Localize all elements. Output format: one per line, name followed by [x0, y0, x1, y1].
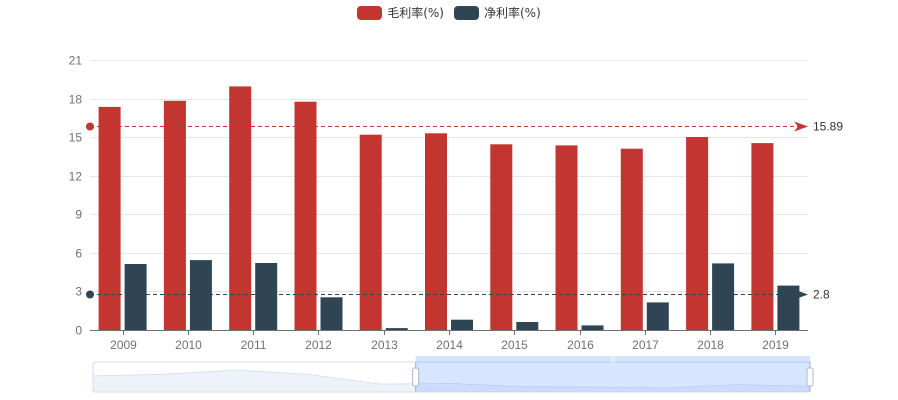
markline-value-label: 2.8 [813, 288, 830, 302]
x-axis: 2009 2010 2011 2012 2013 2014 2015 2016 2017 2018… [90, 330, 808, 352]
average-mark-lines: 15.89 2.8 [86, 120, 843, 302]
bar-net-margin[interactable] [255, 263, 278, 330]
bar-gross-margin[interactable] [229, 86, 252, 331]
markline-arrow-icon [794, 121, 808, 132]
y-tick-label: 21 [69, 54, 83, 68]
markline-start-dot [86, 290, 94, 299]
x-tick-label: 2009 [110, 338, 137, 352]
markline-start-dot [86, 122, 94, 131]
y-tick-label: 0 [75, 324, 82, 338]
y-tick-label: 3 [75, 285, 82, 299]
bar-gross-margin[interactable] [294, 101, 317, 330]
bar-net-margin[interactable] [124, 264, 147, 330]
data-zoom-slider[interactable]: ||| [92, 356, 814, 393]
x-tick-label: 2014 [436, 338, 463, 352]
legend-swatch-gross-margin [357, 5, 383, 20]
x-tick-label: 2016 [567, 338, 594, 352]
y-axis-labels: 0 3 6 9 12 15 18 21 [69, 54, 83, 338]
y-tick-label: 6 [75, 247, 82, 261]
bar-gross-margin[interactable] [359, 134, 382, 330]
markline-arrow-icon [794, 289, 808, 300]
markline-value-label: 15.89 [813, 120, 843, 134]
slider-grip-icon: ||| [610, 357, 615, 363]
bar-gross-margin[interactable] [555, 145, 578, 330]
average-line-net-margin: 2.8 [86, 288, 830, 302]
x-tick-label: 2012 [305, 338, 332, 352]
bar-net-margin[interactable] [385, 328, 408, 330]
slider-handle-start[interactable] [412, 367, 420, 387]
legend-label-gross-margin: 毛利率(%) [387, 6, 444, 20]
bar-net-margin[interactable] [189, 260, 212, 330]
slider-move-bar[interactable] [415, 356, 810, 362]
bar-gross-margin[interactable] [98, 106, 121, 331]
bar-net-margin[interactable] [581, 325, 604, 330]
bar-net-margin[interactable] [451, 319, 473, 330]
bar-gross-margin[interactable] [490, 144, 513, 330]
x-tick-label: 2011 [241, 338, 267, 352]
slider-handle-end[interactable] [806, 367, 814, 387]
slider-preview-area [92, 369, 811, 393]
x-tick-label: 2010 [175, 338, 202, 352]
bar-net-margin[interactable] [777, 285, 800, 330]
y-tick-label: 9 [75, 208, 82, 222]
chart-legend: 毛利率(%) 净利率(%) [0, 4, 898, 21]
bar-gross-margin[interactable] [686, 137, 709, 330]
y-tick-label: 18 [69, 93, 83, 107]
bar-net-margin[interactable] [712, 263, 735, 330]
x-tick-label: 2018 [697, 338, 724, 352]
x-tick-label: 2013 [371, 338, 398, 352]
bar-net-margin[interactable] [320, 297, 343, 330]
legend-item-gross-margin[interactable]: 毛利率(%) [357, 4, 444, 21]
legend-label-net-margin: 净利率(%) [484, 6, 541, 20]
bar-net-margin[interactable] [646, 302, 669, 330]
x-tick-label: 2017 [632, 338, 659, 352]
legend-item-net-margin[interactable]: 净利率(%) [454, 4, 541, 21]
bar-net-margin[interactable] [516, 322, 539, 330]
bar-series [98, 86, 800, 331]
y-tick-label: 15 [69, 131, 83, 145]
y-tick-label: 12 [69, 170, 83, 184]
legend-swatch-net-margin [454, 5, 479, 20]
bar-gross-margin[interactable] [620, 148, 643, 330]
x-tick-label: 2015 [501, 338, 528, 352]
slider-selected-range[interactable] [415, 362, 810, 392]
average-line-gross-margin: 15.89 [86, 120, 843, 134]
bar-gross-margin[interactable] [163, 100, 186, 330]
bar-gross-margin[interactable] [425, 133, 447, 330]
x-tick-label: 2019 [762, 338, 789, 352]
bar-gross-margin[interactable] [751, 143, 774, 330]
